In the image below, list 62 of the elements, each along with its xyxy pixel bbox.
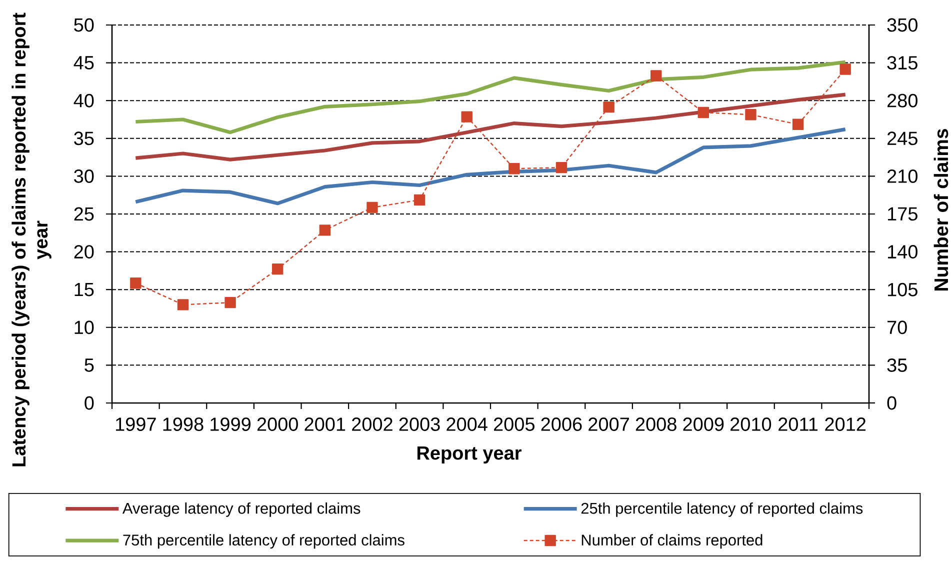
x-tick-label: 2009: [683, 418, 724, 431]
y2-tick-label: 175: [888, 207, 918, 221]
x-tick-label: 2007: [588, 418, 629, 431]
y-axis-title: Latency period (years) of claims reported in report year: [12, 12, 52, 466]
x-tick-label: 2008: [636, 418, 676, 431]
point: [366, 202, 378, 214]
y2-tick-label: 210: [887, 169, 918, 183]
x-tick-label: 2010: [730, 418, 772, 431]
y2-tick-label: 140: [888, 245, 918, 259]
y2-tick-label: 70: [888, 320, 907, 334]
y-tick-label: 30: [74, 169, 94, 183]
y2-tick-label: 350: [887, 18, 918, 32]
x-tick-label: 1998: [163, 418, 204, 431]
y-tick-label: 35: [74, 132, 94, 146]
point: [792, 118, 804, 130]
y-tick-label: 50: [74, 18, 94, 32]
point: [177, 299, 189, 310]
legend-label: Number of claims reported: [582, 534, 762, 549]
x-tick-label: 1997: [116, 418, 156, 431]
x-tick-label: 2003: [399, 418, 440, 431]
point: [556, 162, 568, 174]
point: [603, 101, 614, 113]
x-tick-label: 2000: [257, 418, 298, 431]
y2-tick-label: 280: [887, 94, 918, 108]
point: [698, 106, 710, 118]
point: [272, 263, 284, 275]
y-tick-label: 5: [84, 358, 94, 372]
y-tick-label: 25: [74, 207, 94, 221]
x-axis-title: Report year: [417, 446, 522, 464]
y-tick-label: 40: [74, 94, 94, 108]
line-series: [134, 60, 848, 134]
x-tick-label: 2005: [494, 418, 534, 431]
legend-label: 75th percentile latency of reported claims: [123, 534, 404, 549]
y-tick-label: 0: [84, 396, 94, 410]
x-tick-label: 1999: [210, 418, 251, 431]
y2-tick-label: 105: [888, 282, 918, 296]
x-tick-label: 2012: [825, 418, 866, 431]
point: [650, 70, 662, 82]
point: [508, 163, 520, 174]
x-tick-label: 2004: [446, 418, 488, 431]
point: [414, 194, 426, 206]
x-tick-label: 2001: [304, 418, 346, 431]
y-tick-label: 15: [74, 282, 94, 296]
point: [840, 64, 851, 75]
legend-label: 25th percentile latency of reported claims: [581, 502, 863, 517]
point: [461, 111, 472, 122]
point: [319, 224, 331, 236]
y2-tick-label: 315: [887, 56, 918, 70]
y2-axis-title: Number of claims: [934, 129, 948, 290]
legend-label: Average latency of reported claims: [122, 502, 360, 517]
y-tick-label: 10: [74, 320, 94, 334]
y2-tick-label: 35: [887, 358, 907, 372]
point: [130, 278, 142, 289]
y-tick-label: 45: [74, 56, 94, 70]
y2-tick-label: 245: [887, 132, 918, 146]
x-tick-label: 2006: [541, 418, 582, 431]
point: [224, 296, 236, 308]
point: [745, 109, 756, 120]
x-tick-label: 2002: [352, 418, 392, 431]
y-tick-label: 20: [74, 245, 94, 259]
x-tick-label: 2011: [778, 418, 818, 431]
y2-tick-label: 0: [887, 396, 896, 410]
